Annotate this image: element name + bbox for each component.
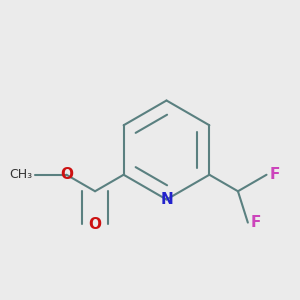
Text: O: O [60, 167, 73, 182]
Text: F: F [251, 215, 261, 230]
Text: F: F [269, 167, 280, 182]
Text: N: N [160, 192, 173, 207]
Text: O: O [88, 217, 102, 232]
Text: CH₃: CH₃ [10, 168, 33, 181]
